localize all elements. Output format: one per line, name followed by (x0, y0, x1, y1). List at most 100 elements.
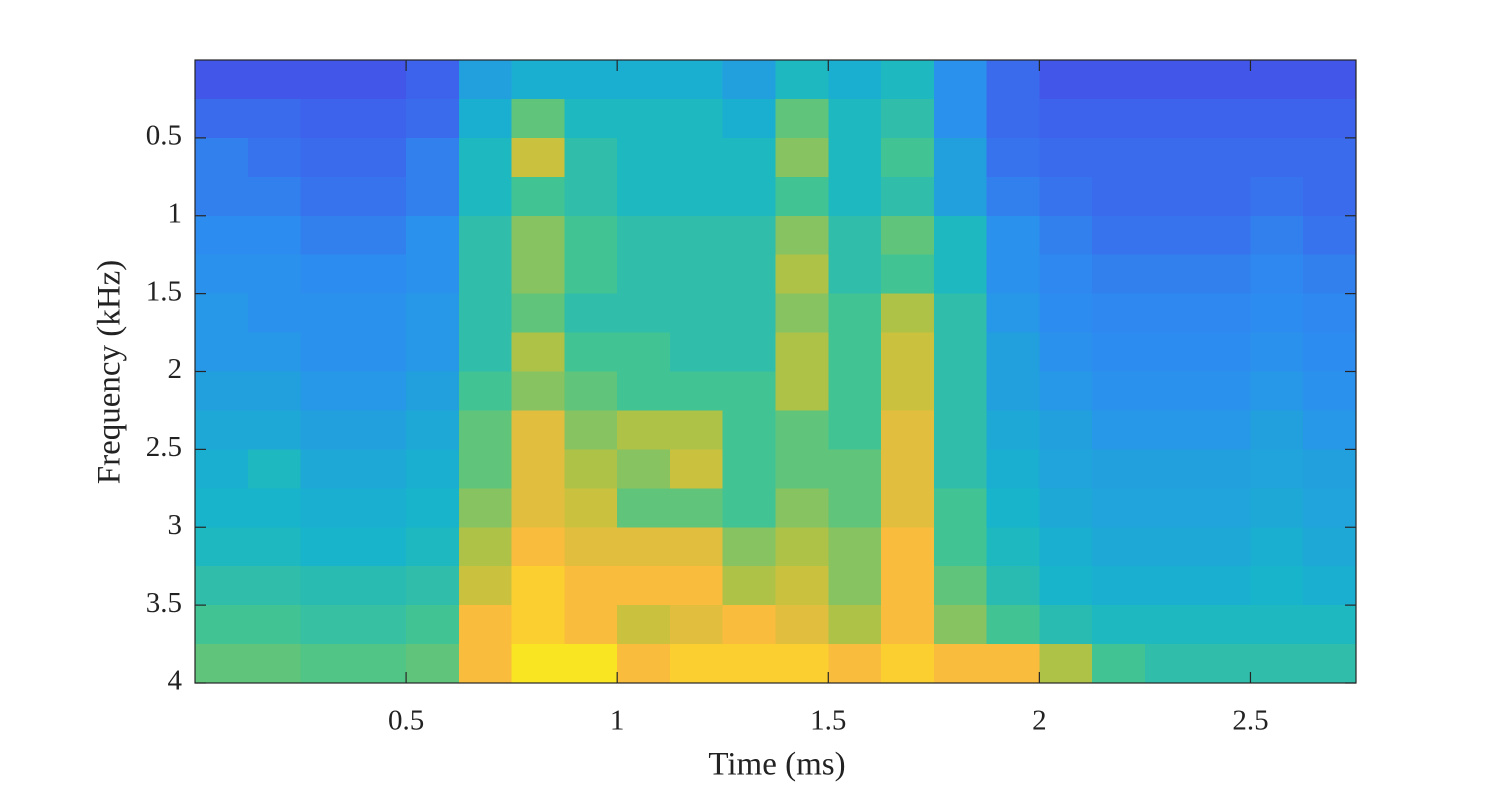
cell (1144, 293, 1199, 334)
cell (669, 176, 724, 217)
cell (881, 60, 935, 100)
cell (300, 98, 354, 139)
cell (722, 644, 777, 684)
y-tick-label: 1 (168, 197, 183, 229)
cell (195, 176, 249, 217)
cell (564, 332, 618, 373)
x-tick-label: 1.5 (810, 705, 846, 737)
cell (564, 98, 618, 139)
cell (1092, 371, 1146, 412)
cell (406, 60, 460, 100)
cell (1303, 566, 1357, 606)
cell (617, 371, 671, 412)
cell (986, 254, 1040, 295)
cell (1092, 254, 1146, 295)
cell (1039, 449, 1093, 489)
cell (933, 527, 988, 567)
cell (1144, 215, 1199, 256)
cell (247, 410, 302, 450)
cell (1250, 644, 1304, 684)
x-tick-label: 2 (1032, 705, 1047, 737)
cell (617, 137, 671, 178)
cell (775, 527, 829, 567)
cell (511, 605, 566, 645)
cell (195, 527, 249, 567)
cell (458, 644, 513, 684)
cell (1250, 60, 1304, 100)
cell (195, 644, 249, 684)
cell (1250, 332, 1304, 373)
cell (564, 176, 618, 217)
cell (247, 527, 302, 567)
cell (564, 371, 618, 412)
cell (828, 98, 882, 139)
cell (1250, 605, 1304, 645)
cell (511, 293, 566, 334)
cell (775, 449, 829, 489)
cell (986, 449, 1040, 489)
cell (458, 98, 513, 139)
cell (933, 98, 988, 139)
cell (406, 137, 460, 178)
cell (406, 488, 460, 528)
cell (881, 488, 935, 528)
cell (881, 215, 935, 256)
cell (511, 60, 566, 100)
cell (511, 527, 566, 567)
cell (1092, 215, 1146, 256)
cell (933, 605, 988, 645)
cell (564, 410, 618, 450)
cell (458, 410, 513, 450)
cell (406, 293, 460, 334)
cell (1250, 176, 1304, 217)
cell (406, 98, 460, 139)
cell (1197, 605, 1252, 645)
cell (458, 215, 513, 256)
cell (775, 254, 829, 295)
cell (300, 215, 354, 256)
cell (986, 60, 1040, 100)
cell (1039, 644, 1093, 684)
cell (828, 332, 882, 373)
cell (1303, 527, 1357, 567)
cell (986, 293, 1040, 334)
cell (1039, 566, 1093, 606)
cell (353, 644, 407, 684)
cell (669, 293, 724, 334)
cell (722, 293, 777, 334)
cell (933, 293, 988, 334)
cell (881, 293, 935, 334)
cell (564, 215, 618, 256)
cell (511, 176, 566, 217)
cell (353, 98, 407, 139)
cell (406, 215, 460, 256)
cell (353, 410, 407, 450)
cell (775, 215, 829, 256)
cell (511, 254, 566, 295)
cell (511, 98, 566, 139)
cell (828, 60, 882, 100)
cell (564, 527, 618, 567)
cell (511, 644, 566, 684)
cell (828, 566, 882, 606)
cell (511, 332, 566, 373)
cell (986, 371, 1040, 412)
cell (511, 137, 566, 178)
cell (775, 605, 829, 645)
cell (511, 449, 566, 489)
cell (247, 566, 302, 606)
cell (828, 293, 882, 334)
cell (564, 644, 618, 684)
cell (300, 644, 354, 684)
cell (247, 137, 302, 178)
cell (669, 644, 724, 684)
cell (1144, 605, 1199, 645)
cell (195, 293, 249, 334)
cell (1092, 98, 1146, 139)
cell (669, 371, 724, 412)
cell (1092, 527, 1146, 567)
cell (775, 371, 829, 412)
cell (722, 137, 777, 178)
cell (1092, 605, 1146, 645)
cell (617, 410, 671, 450)
